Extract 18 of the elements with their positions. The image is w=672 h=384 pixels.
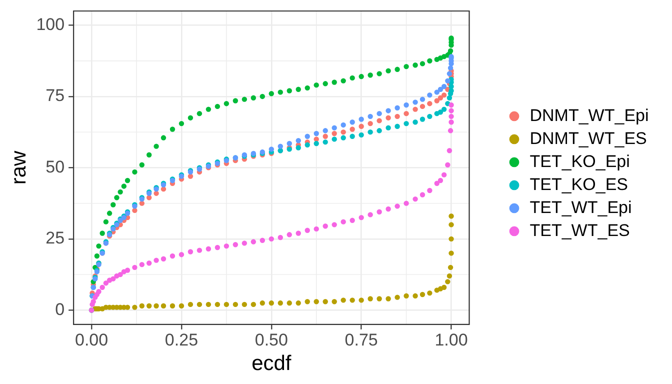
legend-label: TET_KO_ES xyxy=(530,174,628,194)
x-tick-label: 0.25 xyxy=(164,330,198,350)
y-tick-label: 75 xyxy=(46,86,65,106)
y-tick-label: 25 xyxy=(46,228,65,248)
x-tick-label: 0.50 xyxy=(254,330,288,350)
y-axis-title: raw xyxy=(7,150,30,185)
legend-label: TET_KO_Epi xyxy=(530,152,630,171)
x-tick-label: 0.75 xyxy=(344,330,378,350)
x-tick-label: 0.00 xyxy=(75,330,108,350)
y-tick-label: 100 xyxy=(36,14,65,34)
legend-label: DNMT_WT_Epi xyxy=(530,106,649,125)
legend-label: TET_WT_Epi xyxy=(530,198,632,217)
x-tick-label: 1.00 xyxy=(434,330,468,350)
legend-label: DNMT_WT_ES xyxy=(530,128,647,148)
y-tick-label: 50 xyxy=(46,157,65,176)
legend-label: TET_WT_ES xyxy=(530,220,630,240)
x-axis-title: ecdf xyxy=(252,352,292,376)
y-tick-label: 0 xyxy=(55,300,65,319)
